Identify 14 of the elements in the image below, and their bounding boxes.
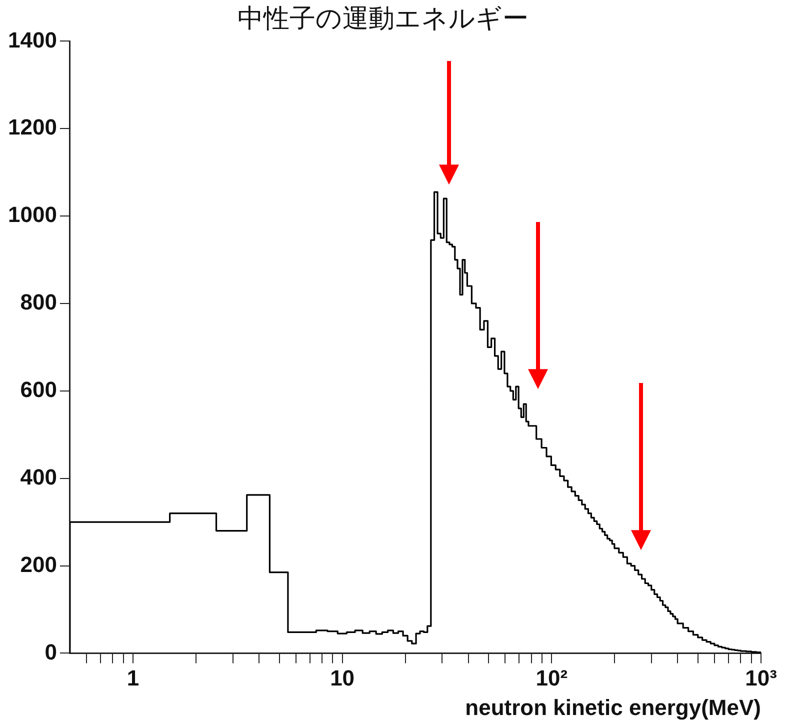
x-tick-label: 1 — [126, 665, 140, 690]
y-tick-label: 800 — [20, 290, 57, 315]
y-tick-label: 1000 — [8, 202, 57, 228]
x-tick-label: 10 — [330, 665, 355, 690]
y-tick-label: 200 — [20, 552, 57, 577]
x-tick-label: 10² — [536, 665, 568, 690]
x-tick-label: 10³ — [745, 665, 777, 690]
x-axis-title: neutron kinetic energy(MeV) — [465, 694, 761, 720]
chart-title: 中性子の運動エネルギー — [238, 2, 528, 33]
y-tick-label: 1400 — [8, 27, 57, 52]
y-tick-label: 600 — [20, 376, 57, 402]
y-tick-label: 1200 — [8, 114, 57, 140]
y-tick-label: 0 — [44, 639, 57, 664]
y-tick-label: 400 — [20, 464, 57, 490]
